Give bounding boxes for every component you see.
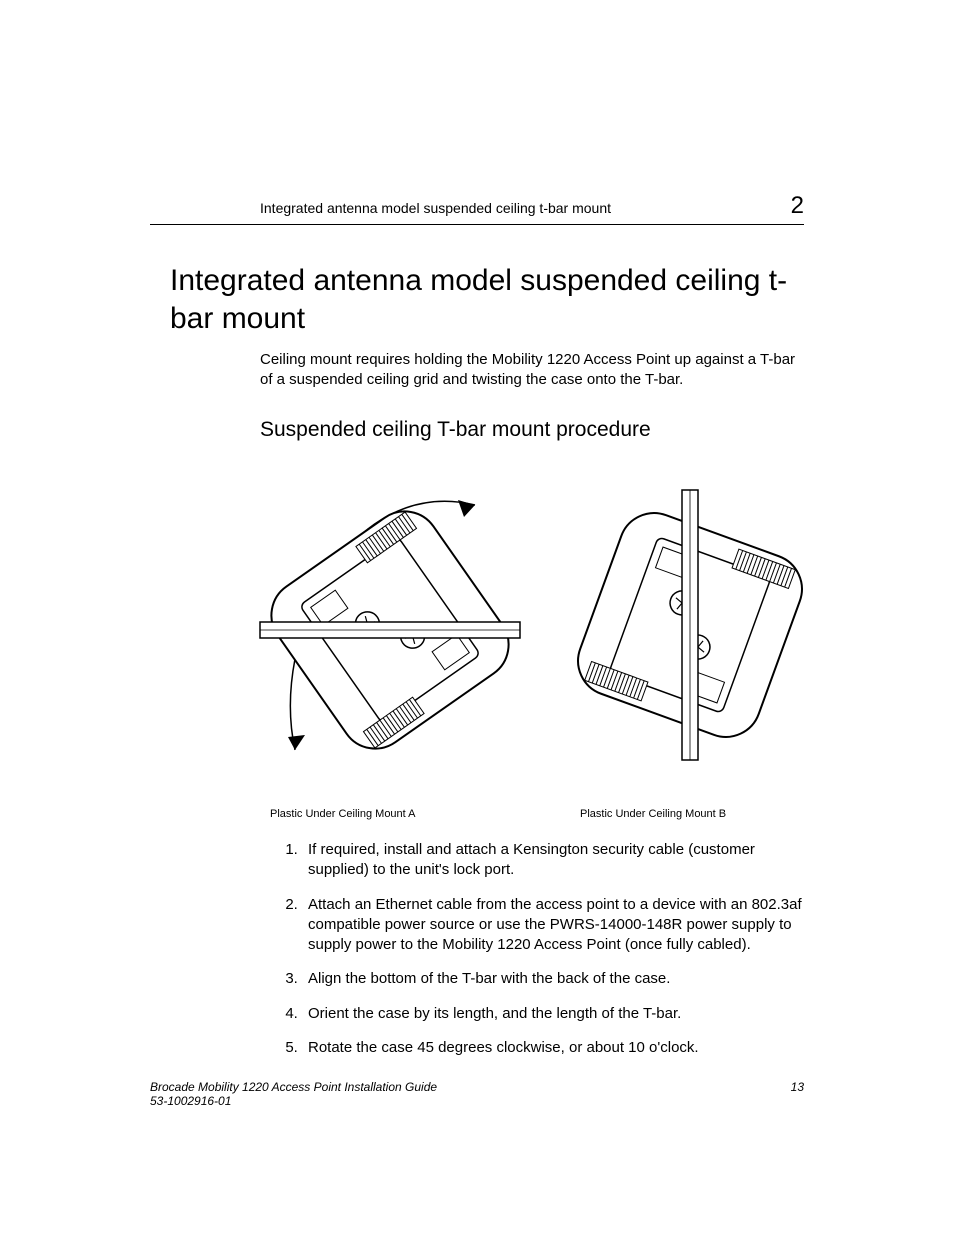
running-header-text: Integrated antenna model suspended ceili…: [260, 200, 611, 216]
page-title: Integrated antenna model suspended ceili…: [170, 262, 810, 337]
mount-diagram-a: [250, 455, 530, 795]
figure-diagram: [260, 455, 805, 795]
step-item: Align the bottom of the T-bar with the b…: [302, 969, 805, 989]
step-item: Rotate the case 45 degrees clockwise, or…: [302, 1038, 805, 1058]
figure-caption-a: Plastic Under Ceiling Mount A: [270, 808, 416, 820]
section-subtitle: Suspended ceiling T-bar mount procedure: [260, 418, 651, 442]
step-item: Attach an Ethernet cable from the access…: [302, 895, 805, 956]
footer-doc-title: Brocade Mobility 1220 Access Point Insta…: [150, 1080, 437, 1094]
intro-paragraph: Ceiling mount requires holding the Mobil…: [260, 350, 805, 391]
mount-diagram-b: [560, 475, 820, 785]
step-item: Orient the case by its length, and the l…: [302, 1004, 805, 1024]
footer: Brocade Mobility 1220 Access Point Insta…: [150, 1080, 804, 1108]
chapter-number: 2: [791, 192, 804, 220]
footer-page-number: 13: [791, 1080, 804, 1094]
page: Integrated antenna model suspended ceili…: [0, 0, 954, 1235]
figure-caption-b: Plastic Under Ceiling Mount B: [580, 808, 726, 820]
procedure-steps: If required, install and attach a Kensin…: [280, 840, 805, 1072]
footer-doc-number: 53-1002916-01: [150, 1094, 231, 1108]
header-rule: [150, 224, 804, 225]
step-item: If required, install and attach a Kensin…: [302, 840, 805, 881]
